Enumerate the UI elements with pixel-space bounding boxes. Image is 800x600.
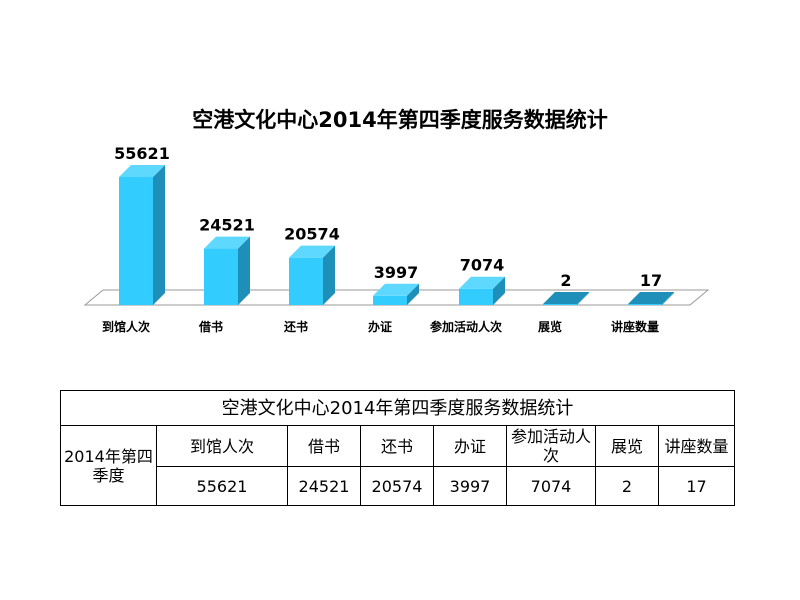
bar-top — [204, 236, 250, 249]
table-header-cell: 参加活动人次 — [506, 425, 596, 467]
bar-value-label: 24521 — [199, 216, 255, 235]
bar-front — [459, 288, 493, 305]
bar — [373, 283, 419, 305]
category-label: 参加活动人次 — [430, 319, 502, 334]
category-label: 借书 — [198, 319, 223, 334]
bar-side — [577, 292, 589, 305]
bar-side — [407, 283, 419, 305]
table-header-cell: 办证 — [433, 425, 507, 467]
category-label: 到馆人次 — [102, 319, 150, 334]
stats-table: 空港文化中心2014年第四季度服务数据统计 2014年第四季度 到馆人次 借书 … — [59, 390, 736, 506]
table-header-cell: 展览 — [595, 425, 659, 467]
bar-value-label: 20574 — [284, 225, 340, 244]
table-header-cell: 还书 — [360, 425, 434, 467]
table-value-cell: 17 — [657, 466, 736, 506]
bar-top — [628, 292, 674, 304]
bar-side — [323, 245, 335, 305]
category-label: 展览 — [538, 319, 562, 334]
table-value-cell: 24521 — [287, 466, 361, 506]
chart-title: 空港文化中心2014年第四季度服务数据统计 — [192, 108, 607, 132]
table-row-header: 2014年第四季度 — [60, 425, 157, 506]
bar-front — [628, 304, 662, 305]
table-header-cell: 借书 — [287, 425, 361, 467]
bar-chart-3d: 空港文化中心2014年第四季度服务数据统计 55621 到馆人次 24521 借书 20… — [83, 108, 710, 334]
bar-front — [119, 177, 153, 305]
table-header-cell: 讲座数量 — [657, 425, 736, 467]
bar-side — [662, 292, 674, 305]
bar — [628, 292, 674, 305]
bar-top — [459, 276, 505, 289]
bar — [459, 276, 505, 305]
bar-side — [153, 165, 165, 305]
table-value-cell: 7074 — [506, 466, 596, 506]
bar-value-label: 2 — [560, 271, 571, 290]
bar — [204, 236, 250, 305]
table-header-cell: 到馆人次 — [156, 425, 288, 467]
bar — [289, 245, 335, 305]
category-label: 还书 — [283, 319, 308, 334]
bar — [543, 292, 589, 305]
bar-side — [493, 276, 505, 305]
bar-top — [543, 292, 589, 304]
bar-front — [204, 248, 238, 305]
bar-front — [289, 257, 323, 305]
bar-front — [373, 295, 407, 305]
bar-value-label: 7074 — [460, 256, 505, 275]
table-title: 空港文化中心2014年第四季度服务数据统计 — [59, 390, 736, 426]
table-value-cell: 2 — [595, 466, 659, 506]
bar-value-label: 3997 — [374, 263, 419, 282]
table-value-cell: 55621 — [156, 466, 288, 506]
bar-value-label: 55621 — [114, 144, 170, 163]
category-label: 讲座数量 — [611, 319, 659, 334]
bar-top — [373, 283, 419, 296]
bar-top — [119, 165, 165, 177]
table-value-cell: 3997 — [433, 466, 507, 506]
bar-side — [238, 236, 250, 305]
category-label: 办证 — [368, 319, 392, 334]
bar-top — [289, 245, 335, 258]
table-value-cell: 20574 — [360, 466, 434, 506]
bar-front — [543, 304, 577, 305]
bar-value-label: 17 — [640, 271, 662, 290]
bar — [119, 165, 165, 305]
